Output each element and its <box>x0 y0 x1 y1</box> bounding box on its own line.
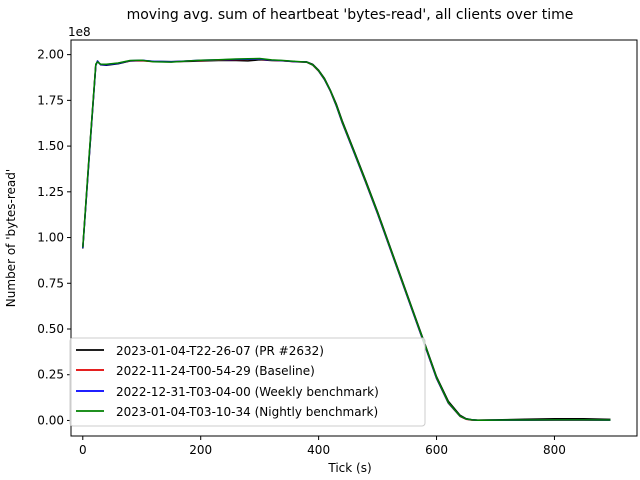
y-tick-label: 1.25 <box>37 185 64 199</box>
legend-label: 2022-11-24-T00-54-29 (Baseline) <box>116 364 315 378</box>
series-layer <box>82 57 611 422</box>
legend: 2023-01-04-T22-26-07 (PR #2632) 2022-11-… <box>69 337 426 427</box>
y-tick-label: 1.75 <box>37 93 64 107</box>
y-tick-label: 2.00 <box>37 48 64 62</box>
x-axis: 0 200 400 600 800 <box>79 436 566 457</box>
legend-label: 2023-01-04-T22-26-07 (PR #2632) <box>116 344 324 358</box>
chart-title: moving avg. sum of heartbeat 'bytes-read… <box>127 7 574 23</box>
x-tick-label: 200 <box>189 443 212 457</box>
y-tick-label: 1.00 <box>37 231 64 245</box>
x-tick-label: 0 <box>79 443 87 457</box>
legend-label: 2023-01-04-T03-10-34 (Nightly benchmark) <box>116 405 378 419</box>
x-tick-label: 400 <box>307 443 330 457</box>
y-axis: 0.00 0.25 0.50 0.75 1.00 1.25 1.50 1.75 2.00 <box>37 48 71 427</box>
series-line <box>82 57 611 421</box>
x-axis-label: Tick (s) <box>327 461 371 475</box>
x-tick-label: 800 <box>543 443 566 457</box>
y-tick-label: 1.50 <box>37 139 64 153</box>
legend-label: 2022-12-31-T03-04-00 (Weekly benchmark) <box>116 385 379 399</box>
y-offset-label: 1e8 <box>68 25 91 39</box>
y-tick-label: 0.25 <box>37 368 64 382</box>
y-tick-label: 0.75 <box>37 276 64 290</box>
y-tick-label: 0.50 <box>37 322 64 336</box>
y-axis-label: Number of 'bytes-read' <box>4 169 18 307</box>
x-tick-label: 600 <box>425 443 448 457</box>
legend-box <box>69 337 426 427</box>
y-tick-label: 0.00 <box>37 413 64 427</box>
